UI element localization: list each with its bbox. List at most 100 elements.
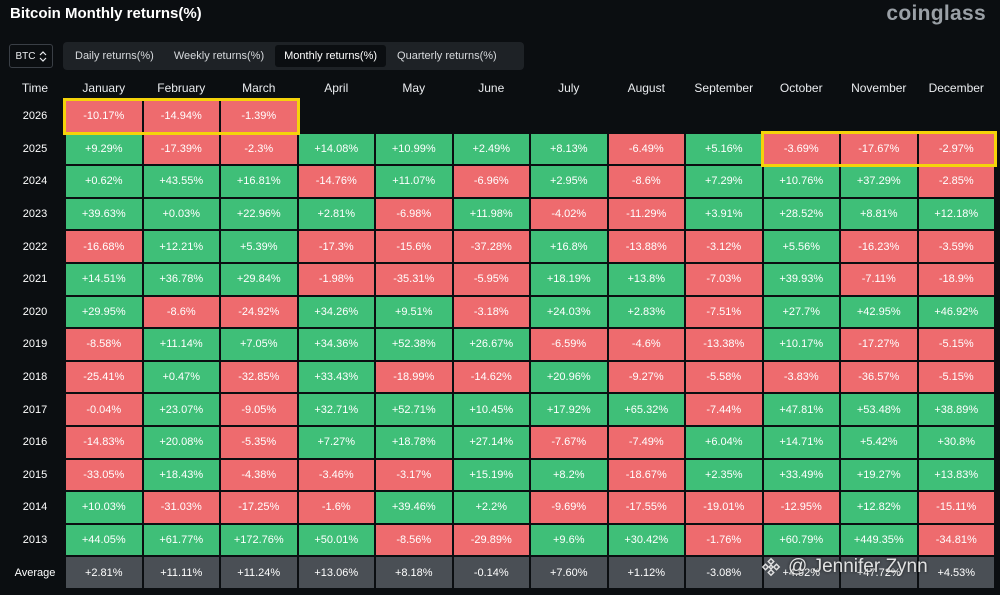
return-cell: -29.89%: [453, 524, 529, 556]
table-row: 2013 +44.05% +61.77% +172.76% +50.01% -8.56% -…: [6, 524, 994, 556]
return-cell: -5.15%: [918, 361, 994, 393]
row-year-label: 2013: [22, 534, 48, 547]
return-cell: +30.8%: [918, 426, 994, 458]
return-cell: +65.32%: [608, 394, 684, 425]
return-cell: +11.07%: [376, 166, 452, 197]
return-cell: +17.92%: [531, 394, 607, 425]
return-cell: -4.02%: [531, 198, 607, 230]
return-cell: +2.35%: [686, 459, 762, 491]
return-cell: +18.19%: [531, 263, 607, 295]
return-cell: -7.03%: [686, 263, 762, 295]
tab-weekly[interactable]: Weekly returns(%): [173, 50, 265, 62]
return-cell: -14.94%: [143, 101, 219, 132]
return-cell: -14.76%: [298, 166, 374, 197]
return-cell: [919, 101, 995, 132]
average-row: Average +2.81% +11.11% +11.24% +13.06% +8.18%…: [6, 557, 994, 588]
tab-quarterly[interactable]: Quarterly returns(%): [397, 50, 497, 62]
column-header-july: July: [558, 80, 580, 95]
row-year-label: 2018: [22, 371, 48, 384]
column-header-august: August: [627, 80, 665, 95]
return-cell: -33.05%: [66, 459, 142, 491]
average-cell: +7.60%: [531, 557, 607, 588]
row-year-label: 2014: [22, 501, 48, 514]
column-header-january: January: [82, 80, 126, 95]
average-cell: -3.08%: [686, 557, 762, 588]
return-cell: +39.46%: [376, 492, 452, 523]
table-row: 2015 -33.05% +18.43% -4.38% -3.46% -3.17% +15.…: [6, 459, 994, 491]
return-cell: +36.78%: [143, 263, 219, 295]
return-cell: +12.82%: [841, 492, 917, 523]
table-row: 2016 -14.83% +20.08% -5.35% +7.27% +18.78% +27…: [6, 426, 994, 458]
return-cell: +20.08%: [143, 426, 219, 458]
return-cell: +6.04%: [686, 426, 762, 458]
column-header-december: December: [928, 80, 984, 95]
return-cell: -3.59%: [918, 231, 994, 262]
column-header-march: March: [242, 80, 276, 95]
return-cell: -17.25%: [221, 492, 297, 523]
return-cell: +47.81%: [763, 394, 839, 425]
return-cell: [376, 101, 452, 132]
return-cell: -14.62%: [453, 361, 529, 393]
return-cell: +12.18%: [918, 198, 994, 230]
row-year-label: 2024: [22, 175, 48, 188]
return-cell: +12.21%: [143, 231, 219, 262]
return-cell: +42.95%: [841, 296, 917, 328]
return-cell: -14.83%: [66, 426, 142, 458]
return-cell: +7.27%: [298, 426, 374, 458]
average-cell: +4.53%: [918, 557, 994, 588]
return-cell: -4.38%: [221, 459, 297, 491]
table-row: 2020 +29.95% -8.6% -24.92% +34.26% +9.51% -3.1…: [6, 296, 994, 328]
return-cell: +172.76%: [221, 524, 297, 556]
return-cell: [841, 101, 917, 132]
return-cell: +19.27%: [841, 459, 917, 491]
row-year-label: 2016: [22, 436, 48, 449]
return-cell: +14.51%: [66, 263, 142, 295]
row-year-label: 2022: [22, 240, 48, 253]
return-cell: +7.29%: [686, 166, 762, 197]
row-year-label: 2021: [22, 273, 48, 286]
return-cell: +2.49%: [453, 133, 529, 165]
return-cell: -3.12%: [686, 231, 762, 262]
return-cell: +11.98%: [453, 198, 529, 230]
return-cell: +0.03%: [143, 198, 219, 230]
return-cell: [299, 101, 375, 132]
tab-monthly[interactable]: Monthly returns(%): [275, 45, 387, 67]
average-cell: +11.24%: [221, 557, 297, 588]
return-cell: -2.3%: [221, 133, 297, 165]
return-cell: +28.52%: [763, 198, 839, 230]
return-cell: -9.05%: [221, 394, 297, 425]
return-cell: -5.35%: [221, 426, 297, 458]
return-cell: -3.83%: [763, 361, 839, 393]
brand-logo: coinglass: [886, 2, 986, 25]
coin-select[interactable]: BTC: [9, 44, 53, 68]
column-header-february: February: [157, 80, 206, 95]
return-cell: +10.76%: [763, 166, 839, 197]
return-cell: -3.18%: [453, 296, 529, 328]
return-cell: -3.69%: [763, 133, 839, 165]
return-cell: -7.44%: [686, 394, 762, 425]
return-cell: +5.39%: [221, 231, 297, 262]
return-cell: +5.16%: [686, 133, 762, 165]
row-year-label: 2015: [22, 468, 48, 481]
average-label: Average: [14, 566, 56, 579]
table-row: 2022 -16.68% +12.21% +5.39% -17.3% -15.6% -37.…: [6, 231, 994, 262]
return-cell: +34.36%: [298, 329, 374, 360]
table-row: 2023 +39.63% +0.03% +22.96% +2.81% -6.98% +11.…: [6, 198, 994, 230]
return-cell: -6.96%: [453, 166, 529, 197]
tab-daily[interactable]: Daily returns(%): [75, 50, 154, 62]
return-cell: -1.39%: [221, 101, 297, 132]
return-cell: -18.67%: [608, 459, 684, 491]
return-cell: +46.92%: [918, 296, 994, 328]
return-cell: -1.98%: [298, 263, 374, 295]
return-cell: [764, 101, 840, 132]
return-cell: +10.17%: [763, 329, 839, 360]
return-cell: +10.45%: [453, 394, 529, 425]
column-header-october: October: [779, 80, 823, 95]
return-cell: -32.85%: [221, 361, 297, 393]
row-year-label: 2020: [22, 305, 48, 318]
page-title: Bitcoin Monthly returns(%): [10, 5, 202, 22]
return-cell: -36.57%: [841, 361, 917, 393]
return-cell: -17.67%: [841, 133, 917, 165]
return-cell: -0.04%: [66, 394, 142, 425]
return-cell: +20.96%: [531, 361, 607, 393]
